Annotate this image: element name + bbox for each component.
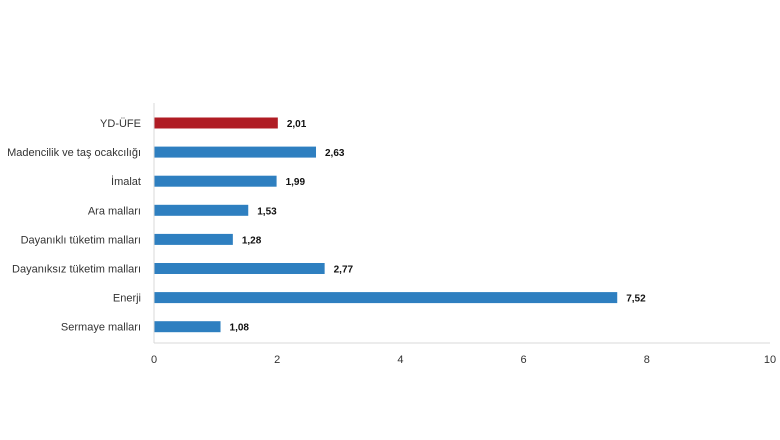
x-tick-label: 0 — [151, 354, 157, 366]
category-label: İmalat — [111, 175, 141, 188]
value-label: 2,63 — [325, 148, 345, 159]
bar-imalat — [154, 175, 277, 187]
x-tick-label: 4 — [397, 354, 403, 366]
value-label: 2,77 — [334, 265, 354, 276]
x-tick-labels: 0 2 4 6 8 10 — [151, 354, 776, 366]
bar-sermaye-mallari — [154, 321, 221, 333]
bars-group — [154, 117, 618, 333]
value-label: 1,53 — [257, 206, 277, 217]
bar-yd-ufe — [154, 117, 278, 129]
x-tick-label: 10 — [764, 354, 776, 366]
bar-madencilik-ve-tas-ocakciligi — [154, 146, 317, 158]
value-label: 2,01 — [287, 119, 307, 130]
bar-ara-mallari — [154, 204, 249, 216]
category-label: Enerji — [113, 293, 141, 305]
category-label: Madencilik ve taş ocakcılığı — [7, 147, 141, 159]
value-label: 1,28 — [242, 235, 262, 246]
value-label: 1,99 — [286, 177, 306, 188]
x-tick-label: 6 — [521, 354, 527, 366]
x-tick-label: 8 — [644, 354, 650, 366]
category-label: Dayanıklı tüketim malları — [21, 234, 141, 246]
x-tick-label: 2 — [274, 354, 280, 366]
value-label: 7,52 — [626, 294, 646, 305]
bar-dayaniksiz-tuketim-mallari — [154, 263, 325, 274]
category-label: YD-ÜFE — [100, 118, 141, 130]
value-labels: 2,01 2,63 1,99 1,53 1,28 2,77 7,52 1,08 — [230, 119, 647, 334]
bar-dayanikli-tuketim-mallari — [154, 233, 233, 245]
category-label: Sermaye malları — [61, 322, 141, 334]
category-label: Dayanıksız tüketim malları — [12, 264, 141, 276]
category-labels: YD-ÜFE Madencilik ve taş ocakcılığı İmalat… — [7, 118, 141, 334]
value-label: 1,08 — [230, 323, 250, 334]
bar-enerji — [154, 292, 618, 304]
category-label: Ara malları — [88, 205, 141, 217]
